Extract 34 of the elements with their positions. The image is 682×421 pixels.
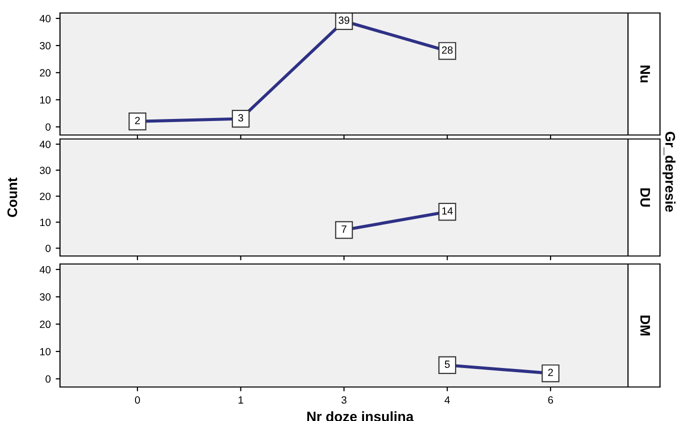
x-tick-label: 6 (548, 396, 553, 404)
y-tick-label: 30 (40, 42, 51, 50)
data-label: 3 (238, 114, 244, 122)
text: Nu (640, 66, 650, 82)
data-label: 2 (548, 368, 553, 376)
x-axis-title: Nr doze insulina (307, 411, 414, 421)
y-tick-label: 0 (46, 123, 51, 131)
y-tick-label: 20 (40, 69, 51, 77)
data-label: 2 (135, 116, 140, 124)
data-label: 7 (342, 226, 346, 233)
text: DM (640, 316, 650, 336)
data-label: 5 (444, 360, 450, 368)
x-tick-label: 4 (444, 396, 450, 404)
y-tick-label: 0 (46, 375, 51, 383)
y-axis-title: Count (7, 178, 18, 217)
data-label: 28 (442, 46, 453, 54)
y-tick-label: 30 (40, 293, 51, 301)
y-tick-label: 10 (40, 218, 51, 226)
text: Gr_depresie (662, 132, 676, 212)
y-tick-label: 20 (40, 192, 51, 200)
y-tick-label: 30 (40, 166, 51, 174)
y-tick-label: 40 (40, 140, 51, 148)
text: DU (640, 188, 650, 207)
y-tick-label: 10 (40, 348, 51, 356)
data-label: 14 (442, 207, 453, 214)
x-tick-label: 1 (238, 396, 244, 404)
y-tick-label: 0 (46, 244, 51, 252)
x-tick-label: 3 (342, 396, 346, 404)
y-tick-label: 10 (40, 96, 51, 104)
y-tick-label: 40 (40, 14, 51, 22)
data-label: 39 (338, 16, 350, 24)
y-tick-label: 40 (40, 266, 51, 274)
y-tick-label: 20 (40, 320, 51, 328)
x-tick-label: 0 (134, 396, 140, 404)
